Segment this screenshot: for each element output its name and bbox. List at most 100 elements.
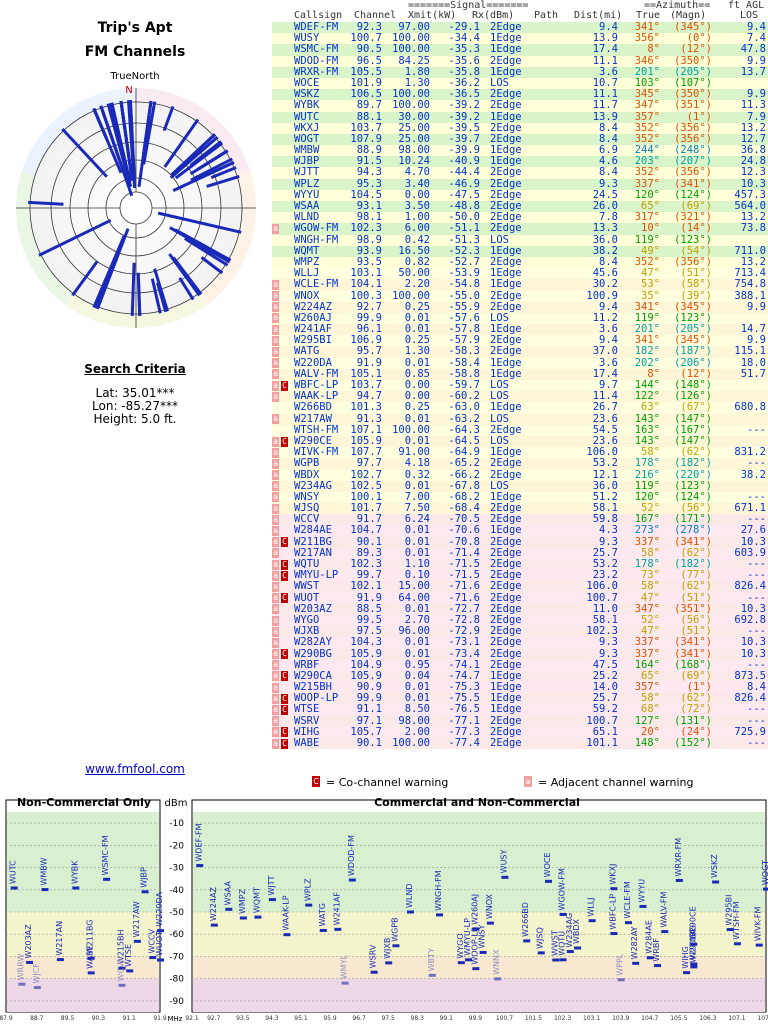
station-marker[interactable]: [10, 886, 18, 890]
station-marker[interactable]: [465, 958, 473, 962]
table-row[interactable]: a W215BH 90.9 0.01 -75.3 1Edge 14.0 357° (1°) 8.4: [272, 681, 768, 694]
table-row[interactable]: WSKZ 106.5 100.00 -36.5 2Edge 11.1 345° (350°) 9…: [272, 88, 768, 101]
station-marker[interactable]: [763, 887, 768, 891]
station-marker[interactable]: [494, 977, 502, 981]
table-row[interactable]: a W260AJ 99.9 0.01 -57.6 LOS 11.2 119° (123°): [272, 312, 768, 325]
station-marker[interactable]: [41, 888, 49, 892]
station-marker[interactable]: [283, 933, 291, 937]
station-marker[interactable]: [341, 981, 349, 985]
station-marker[interactable]: [726, 928, 734, 932]
station-marker[interactable]: [268, 898, 276, 902]
table-row[interactable]: a WNOX 100.3 100.00 -55.0 2Edge 100.9 35° (39°) 3…: [272, 290, 768, 302]
station-marker[interactable]: [661, 930, 669, 934]
station-marker[interactable]: [574, 946, 582, 950]
station-marker[interactable]: [683, 971, 691, 975]
station-marker[interactable]: [56, 958, 64, 962]
station-marker[interactable]: [305, 903, 313, 907]
station-marker[interactable]: [210, 923, 218, 927]
station-marker[interactable]: [72, 886, 80, 890]
table-row[interactable]: a WYGO 99.5 2.70 -72.8 2Edge 58.1 52° (56°) 692.8: [272, 614, 768, 627]
station-marker[interactable]: [33, 986, 41, 990]
station-marker[interactable]: [639, 904, 647, 908]
table-row[interactable]: a W234AG 102.5 0.01 -67.8 LOS 36.0 119° (123°): [272, 480, 768, 492]
table-row[interactable]: WQMT 93.9 16.50 -52.3 1Edge 38.2 49° (54°) 711.0: [272, 245, 768, 257]
table-row[interactable]: WOGT 107.9 25.00 -39.7 2Edge 8.4 352° (356°) 12.…: [272, 133, 768, 146]
table-row[interactable]: a C W290BG 105.9 0.01 -73.4 2Edge 9.3 337° (341°)…: [272, 648, 768, 660]
station-marker[interactable]: [472, 927, 480, 931]
table-row[interactable]: a WIVK-FM 107.7 91.00 -64.9 1Edge 106.0 58° (62°…: [272, 446, 768, 459]
table-row[interactable]: a C WOOP-LP 99.9 0.01 -75.5 1Edge 25.7 58° (62°) 8…: [272, 693, 768, 705]
table-row[interactable]: a C W290CA 105.9 0.04 -74.7 1Edge 25.2 65° (69°) 8…: [272, 670, 768, 683]
table-row[interactable]: a W284AE 104.7 0.01 -70.6 1Edge 4.3 273° (278°) 2…: [272, 525, 768, 537]
station-marker[interactable]: [501, 875, 509, 879]
table-row[interactable]: a WCCV 91.7 6.24 -70.5 2Edge 59.8 167° (171°) ---: [272, 514, 768, 526]
table-row[interactable]: a WBDX 102.7 0.32 -66.2 2Edge 12.1 216° (220°) 38…: [272, 469, 768, 481]
table-row[interactable]: WJBP 91.5 10.24 -40.9 1Edge 4.6 203° (207°) 24.8: [272, 156, 768, 168]
table-row[interactable]: a W282AY 104.3 0.01 -73.1 2Edge 9.3 337° (341°) 1…: [272, 637, 768, 649]
station-marker[interactable]: [654, 964, 662, 968]
station-marker[interactable]: [552, 958, 560, 962]
station-marker[interactable]: [87, 956, 95, 960]
station-marker[interactable]: [588, 919, 596, 923]
table-row[interactable]: WKXJ 103.7 25.00 -39.5 2Edge 8.4 352° (356°) 13.…: [272, 122, 768, 134]
station-marker[interactable]: [690, 942, 698, 946]
station-marker[interactable]: [196, 864, 204, 868]
table-row[interactable]: a WJSQ 101.7 7.50 -68.4 2Edge 58.1 52° (56°) 671.…: [272, 502, 768, 515]
table-row[interactable]: WSMC-FM 90.5 100.00 -35.3 1Edge 17.4 8° (12°) 47…: [272, 44, 768, 56]
table-row[interactable]: a W241AF 96.1 0.01 -57.8 1Edge 3.6 201° (205°) 14…: [272, 323, 768, 336]
table-row[interactable]: a C W290CE 105.9 0.01 -64.5 LOS 23.6 143° (147°): [272, 435, 768, 448]
station-marker[interactable]: [348, 878, 356, 882]
station-marker[interactable]: [319, 928, 327, 932]
table-row[interactable]: WUSY 100.7 100.00 -34.4 1Edge 13.9 356° (0°) 7.4: [272, 32, 768, 45]
station-marker[interactable]: [675, 878, 683, 882]
station-marker[interactable]: [18, 982, 26, 986]
site-link[interactable]: www.fmfool.com: [85, 762, 185, 776]
table-row[interactable]: a WGOW-FM 102.3 6.00 -51.1 2Edge 13.3 10° (14°) 7…: [272, 223, 768, 235]
station-marker[interactable]: [632, 961, 640, 965]
station-marker[interactable]: [617, 978, 625, 982]
station-marker[interactable]: [690, 962, 698, 966]
table-row[interactable]: a W295BI 106.9 0.25 -57.9 2Edge 9.4 341° (345°) 9…: [272, 335, 768, 347]
table-row[interactable]: WYBK 89.7 100.00 -39.2 2Edge 11.7 347° (351°) 11…: [272, 100, 768, 112]
station-marker[interactable]: [755, 943, 763, 947]
station-marker[interactable]: [225, 907, 233, 911]
table-row[interactable]: a C WUOT 91.9 64.00 -71.6 2Edge 100.7 47° (51°) --…: [272, 592, 768, 604]
station-marker[interactable]: [392, 944, 400, 948]
table-row[interactable]: WSAA 93.1 3.50 -48.8 2Edge 26.0 65° (69°) 564.0: [272, 200, 768, 213]
table-row[interactable]: WLLJ 103.1 50.00 -53.9 1Edge 45.6 47° (51°) 713.…: [272, 267, 768, 280]
station-marker[interactable]: [26, 960, 34, 964]
station-marker[interactable]: [559, 912, 567, 916]
table-row[interactable]: WUTC 88.1 30.00 -39.2 1Edge 13.9 357° (1°) 7.9: [272, 111, 768, 123]
station-marker[interactable]: [486, 921, 494, 925]
table-row[interactable]: WOCE 101.9 1.30 -36.2 LOS 10.7 103° (107°): [272, 77, 768, 90]
table-row[interactable]: a WWST 102.1 15.00 -71.6 2Edge 106.0 58° (62°) 82…: [272, 581, 768, 593]
station-marker[interactable]: [118, 983, 126, 987]
station-marker[interactable]: [334, 927, 342, 931]
station-marker[interactable]: [559, 958, 567, 962]
table-row[interactable]: WPLZ 95.3 3.40 -46.9 2Edge 9.3 337° (341°) 10.3: [272, 178, 768, 190]
station-marker[interactable]: [370, 970, 378, 974]
station-marker[interactable]: [457, 961, 465, 965]
station-marker[interactable]: [472, 967, 480, 971]
table-row[interactable]: a W217AW 91.3 0.01 -63.2 LOS 23.6 143° (147°): [272, 413, 768, 425]
table-row[interactable]: WDOD-FM 96.5 84.25 -35.6 2Edge 11.1 346° (350°)…: [272, 55, 768, 67]
table-row[interactable]: a W220DA 91.9 0.01 -58.4 1Edge 3.6 202° (206°) 18…: [272, 357, 768, 369]
table-row[interactable]: a WATG 95.7 1.30 -58.3 2Edge 37.0 182° (187°) 115…: [272, 346, 768, 358]
station-marker[interactable]: [239, 916, 247, 920]
table-row[interactable]: WTSH-FM 107.1 100.00 -64.3 2Edge 54.5 163° (167…: [272, 424, 768, 436]
table-row[interactable]: a WSRV 97.1 98.00 -77.1 2Edge 100.7 127° (131°) -…: [272, 715, 768, 727]
table-row[interactable]: a C WBFC-LP 103.7 0.00 -59.7 LOS 9.7 144° (148°): [272, 379, 768, 392]
table-row[interactable]: a C WABE 90.1 100.00 -77.4 2Edge 101.1 148° (152°…: [272, 737, 768, 750]
table-row[interactable]: a WNSY 100.1 7.00 -68.2 1Edge 51.2 120° (124°) --…: [272, 491, 768, 504]
table-row[interactable]: a WGPB 97.7 4.18 -65.2 2Edge 53.2 178° (182°) ---: [272, 458, 768, 470]
station-marker[interactable]: [428, 973, 436, 977]
table-row[interactable]: WNGH-FM 98.9 0.42 -51.3 LOS 36.0 119° (123°): [272, 234, 768, 246]
station-marker[interactable]: [406, 910, 414, 914]
station-marker[interactable]: [610, 932, 618, 936]
station-marker[interactable]: [133, 939, 141, 943]
station-marker[interactable]: [126, 969, 134, 973]
station-marker[interactable]: [537, 951, 545, 955]
station-marker[interactable]: [254, 915, 262, 919]
station-marker[interactable]: [479, 950, 487, 954]
table-row[interactable]: WYYU 104.5 0.00 -47.5 2Edge 24.5 120° (124°) 457…: [272, 189, 768, 201]
